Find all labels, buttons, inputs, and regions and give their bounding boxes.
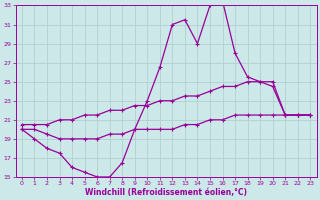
X-axis label: Windchill (Refroidissement éolien,°C): Windchill (Refroidissement éolien,°C) [85, 188, 247, 197]
